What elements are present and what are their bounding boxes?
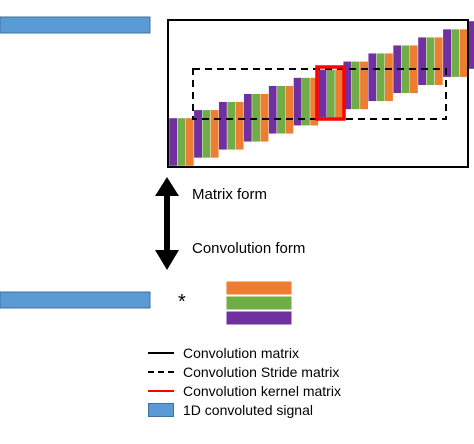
kernel-bar-green <box>177 117 186 167</box>
kernel-bar-green <box>226 101 236 151</box>
kernel-bar-green <box>276 85 286 134</box>
legend-label: Convolution Stride matrix <box>183 364 340 380</box>
legend-item: 1D convoluted signal <box>148 401 313 419</box>
kernel-bar-orange <box>384 53 394 102</box>
legend-red-line-icon <box>148 390 174 392</box>
kernel-bar-purple <box>318 69 327 118</box>
kernel-bar-green <box>326 69 336 118</box>
kernel-bar-green <box>376 53 386 102</box>
kernel-bar-green <box>426 37 435 86</box>
convolution-matrix-bars <box>168 20 474 167</box>
legend-blue-swatch-icon <box>148 403 174 417</box>
kernel-stack-bar-purple <box>225 310 293 326</box>
kernel-bar-purple <box>193 109 203 159</box>
legend-label: 1D convoluted signal <box>183 402 313 418</box>
kernel-bar-orange <box>434 37 444 86</box>
legend-dashed-line-icon <box>148 371 174 373</box>
kernel-stack-bar-green <box>225 295 293 311</box>
kernel-bar-orange <box>210 109 220 159</box>
kernel-bar-purple <box>168 117 178 167</box>
kernel-bar-orange <box>235 101 244 151</box>
double-arrow-icon <box>155 177 179 270</box>
convolution-form-label: Convolution form <box>192 240 306 257</box>
convolution-matrix-frame <box>167 19 469 168</box>
matrix-form-label: Matrix form <box>192 186 267 203</box>
legend-item: Convolution Stride matrix <box>148 363 339 381</box>
kernel-bar-purple <box>268 85 278 134</box>
legend-item: Convolution kernel matrix <box>148 382 341 400</box>
legend-label: Convolution matrix <box>183 345 299 361</box>
kernel-bar-green <box>251 93 261 143</box>
signal-bar-bottom <box>0 291 151 309</box>
kernel-bar-orange <box>185 117 195 167</box>
kernel-bar-orange <box>285 85 294 134</box>
legend-label: Convolution kernel matrix <box>183 383 341 399</box>
kernel-bar-green <box>451 28 460 78</box>
kernel-bar-purple <box>218 101 228 151</box>
kernel-stack <box>225 280 293 326</box>
convolution-stride-matrix <box>192 68 447 120</box>
convolution-operator: * <box>178 291 186 313</box>
legend-item: Convolution matrix <box>148 344 299 362</box>
signal-bar-top <box>0 16 151 34</box>
kernel-stack-bar-orange <box>225 280 293 296</box>
kernel-bar-purple <box>368 53 377 102</box>
convolution-kernel-highlight <box>315 65 346 121</box>
kernel-bar-purple <box>243 93 253 143</box>
kernel-bar-purple <box>417 37 427 86</box>
kernel-bar-purple <box>442 28 452 78</box>
kernel-bar-orange <box>260 93 269 143</box>
kernel-bar-orange <box>334 69 344 118</box>
kernel-bar-orange <box>459 28 469 78</box>
kernel-bar-green <box>201 109 211 159</box>
legend-solid-line-icon <box>148 352 174 354</box>
